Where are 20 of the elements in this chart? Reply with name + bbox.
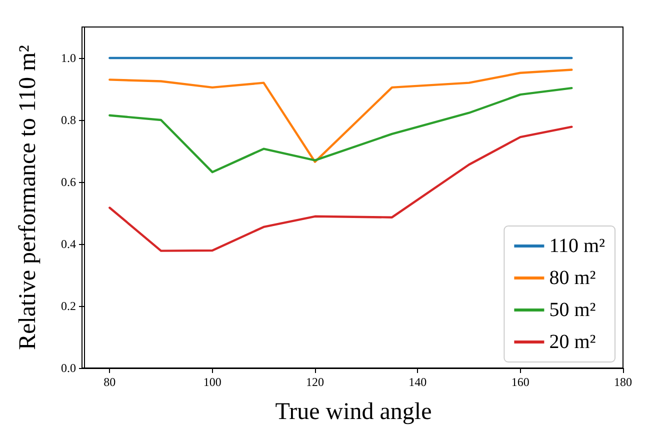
legend-label: 110 m² — [549, 235, 606, 257]
y-tick-label: 0.8 — [61, 113, 76, 127]
legend-label: 80 m² — [549, 267, 596, 289]
x-tick-label: 120 — [306, 375, 324, 389]
y-tick-label: 0.6 — [61, 175, 76, 189]
x-tick-label: 180 — [614, 375, 632, 389]
y-tick-label: 0.0 — [61, 361, 76, 375]
x-tick-label: 80 — [104, 375, 116, 389]
y-axis-title: Relative performance to 110 m² — [15, 45, 41, 350]
x-tick-label: 100 — [203, 375, 222, 389]
legend-label: 20 m² — [549, 331, 596, 353]
x-tick-label: 140 — [408, 375, 427, 389]
x-tick-label: 160 — [511, 375, 530, 389]
line-series — [108, 86, 573, 174]
y-tick-label: 0.2 — [61, 299, 76, 313]
y-tick-label: 1.0 — [61, 51, 76, 65]
x-axis-title: True wind angle — [275, 399, 432, 425]
legend-label: 50 m² — [549, 299, 596, 321]
y-tick-label: 0.4 — [61, 237, 76, 251]
line-series — [108, 68, 573, 163]
